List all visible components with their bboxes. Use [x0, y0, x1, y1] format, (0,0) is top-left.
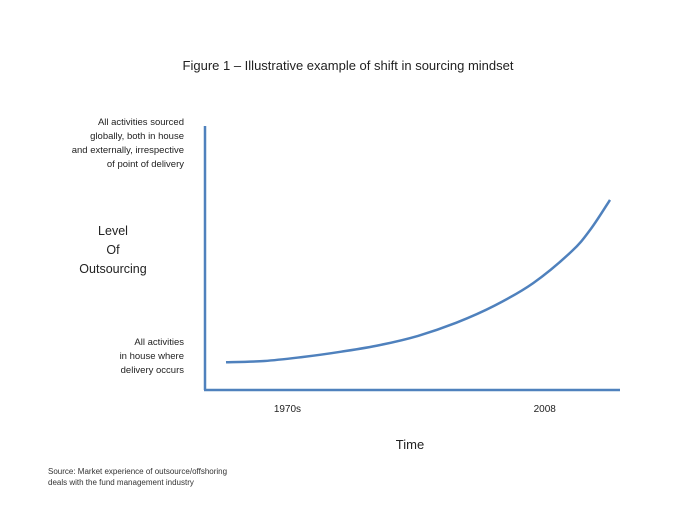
x-tick-2008: 2008 — [533, 404, 556, 415]
y-axis-label: Level Of Outsourcing — [79, 224, 147, 276]
x-axis-label: Time — [395, 437, 425, 452]
y-axis-top-label: All activities sourced globally, both in… — [71, 117, 184, 170]
chart-title: Figure 1 – Illustrative example of shift… — [182, 58, 514, 73]
series-line — [225, 199, 612, 364]
x-tick-1970s: 1970s — [273, 404, 302, 415]
source-note: Source: Market experience of outsource/o… — [48, 467, 228, 487]
y-axis-bottom-label: All activities in house where delivery o… — [119, 337, 184, 376]
